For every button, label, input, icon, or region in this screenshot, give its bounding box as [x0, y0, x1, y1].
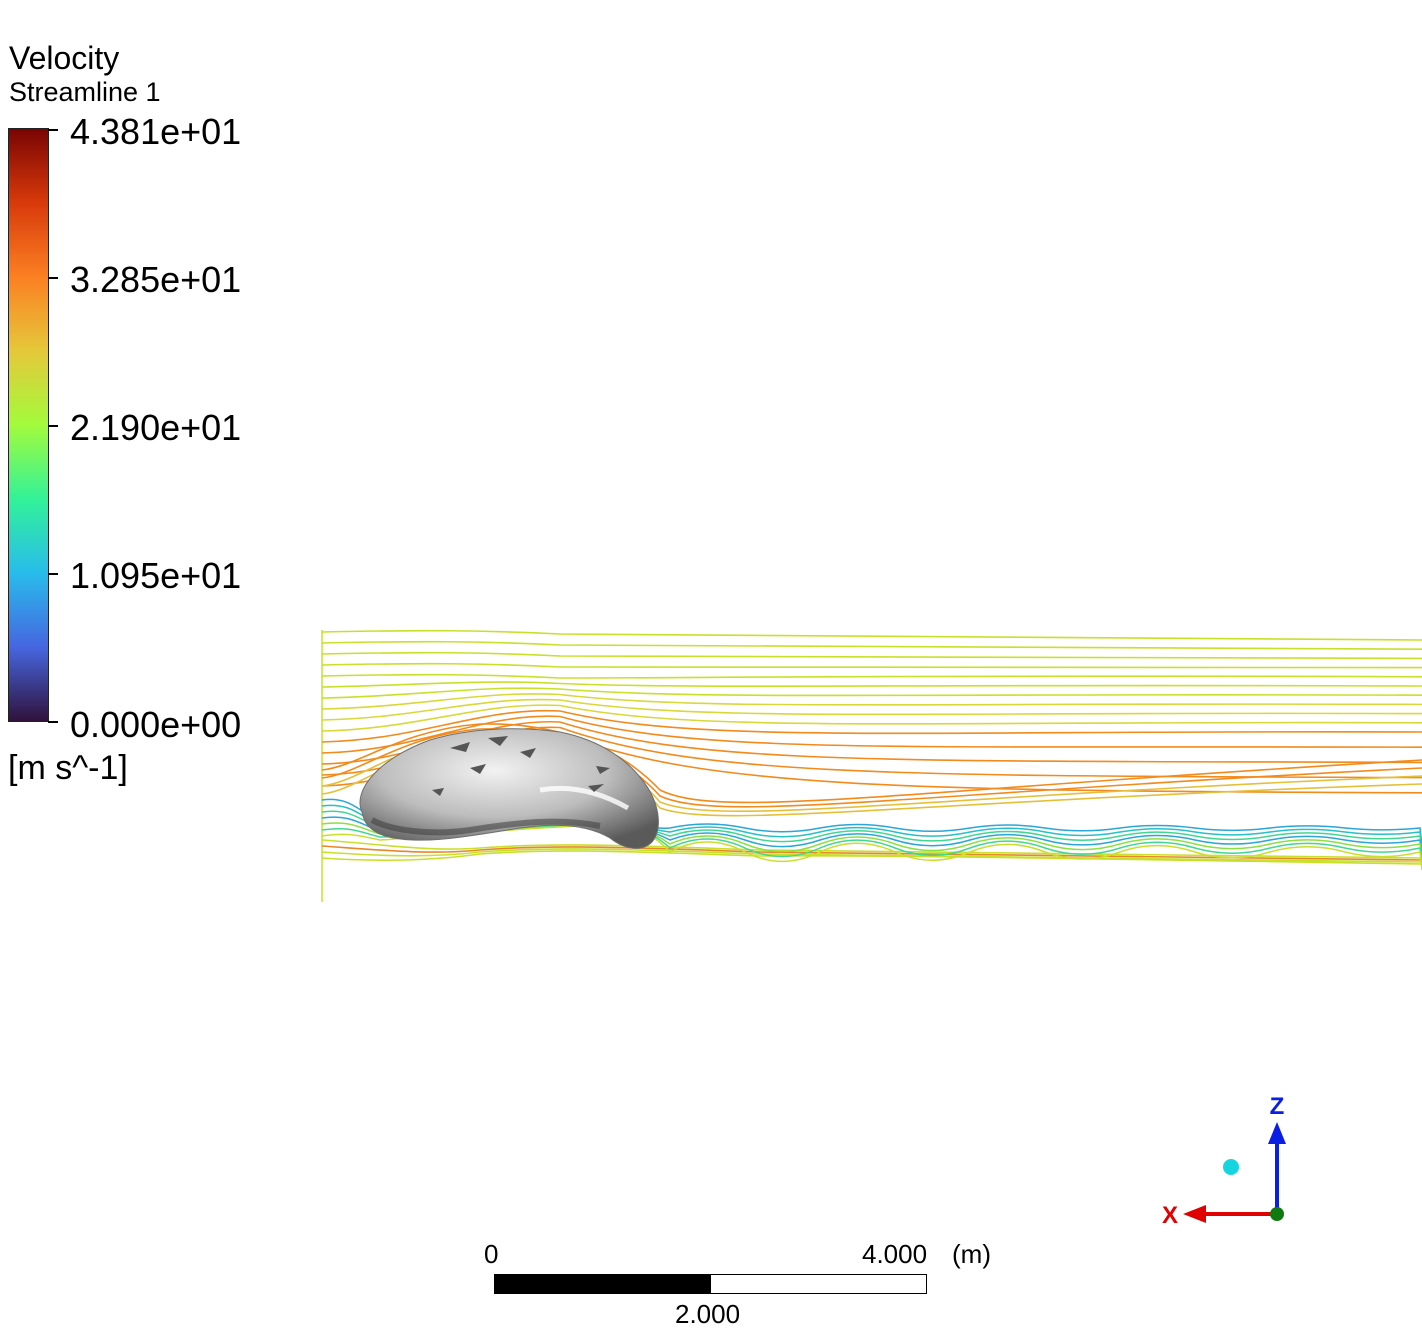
- streamline: [321, 681, 1422, 688]
- streamline: [321, 651, 1422, 660]
- scale-bar-fill: [495, 1275, 711, 1293]
- streamline: [321, 709, 1422, 743]
- legend-subtitle: Streamline 1: [9, 77, 161, 107]
- legend-tick-mark: [48, 277, 58, 279]
- legend-tick-label: 0.000e+00: [70, 704, 242, 745]
- legend-tick-label: 2.190e+01: [70, 407, 242, 448]
- z-axis-arrowhead: [1268, 1122, 1286, 1144]
- streamline: [321, 698, 1422, 721]
- legend-tick-label: 1.095e+01: [70, 555, 242, 596]
- streamlines: [321, 629, 1422, 902]
- legend-tick-mark: [48, 573, 58, 575]
- scale-unit-label: (m): [952, 1239, 991, 1269]
- vehicle-body: [359, 728, 659, 849]
- scale-bar: [494, 1274, 927, 1294]
- streamline: [321, 845, 1422, 861]
- view-direction-dot: [1223, 1159, 1239, 1175]
- legend-tick-mark: [48, 721, 58, 723]
- legend-colorbar: [8, 128, 49, 722]
- streamline: [321, 723, 1422, 804]
- legend-title: Velocity: [9, 40, 120, 76]
- legend-tick-label: 3.285e+01: [70, 259, 242, 300]
- z-axis-label: Z: [1270, 1093, 1285, 1120]
- streamline: [321, 704, 1422, 732]
- streamline: [321, 629, 1422, 641]
- legend-tick-mark: [48, 425, 58, 427]
- streamline: [321, 640, 1422, 650]
- streamline: [321, 715, 1422, 754]
- streamline: [321, 662, 1422, 669]
- scale-end-label: 4.000: [862, 1239, 928, 1269]
- streamline: [321, 850, 1422, 865]
- scale-start-label: 0: [484, 1239, 499, 1269]
- streamline: [321, 848, 1422, 863]
- streamline: [321, 693, 1422, 710]
- orientation-triad: Z X: [1162, 1093, 1286, 1229]
- legend-tick-label: 4.381e+01: [70, 111, 242, 152]
- streamline: [321, 673, 1422, 679]
- streamline: [321, 728, 1422, 808]
- legend-unit: [m s^-1]: [8, 749, 128, 787]
- x-axis-label: X: [1162, 1202, 1178, 1229]
- y-axis-dot: [1270, 1207, 1284, 1221]
- streamline: [321, 687, 1422, 699]
- scale-mid-label: 2.000: [675, 1299, 741, 1329]
- x-axis-arrowhead: [1183, 1205, 1206, 1223]
- legend-tick-mark: [48, 129, 58, 131]
